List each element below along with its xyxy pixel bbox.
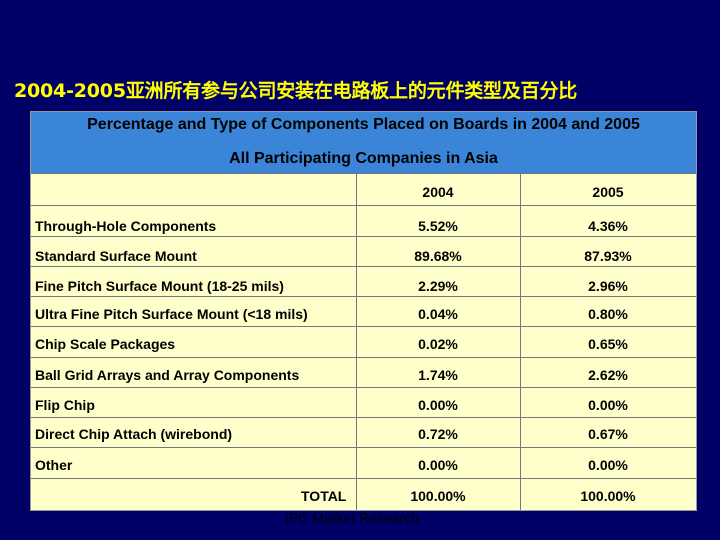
- row-label: Chip Scale Packages: [35, 336, 176, 352]
- table-header-subtitle: All Participating Companies in Asia: [229, 150, 498, 167]
- row-label: Ultra Fine Pitch Surface Mount (<18 mils…: [35, 306, 308, 322]
- total-2005: 100.00%: [580, 488, 636, 504]
- cell-2004: 0.04%: [418, 306, 458, 322]
- cell-2004: 5.52%: [418, 218, 458, 234]
- row-label: Standard Surface Mount: [35, 248, 197, 264]
- row-divider: [31, 447, 696, 448]
- column-header-2005: 2005: [592, 184, 624, 200]
- total-label: TOTAL: [301, 488, 347, 504]
- row-divider: [31, 357, 696, 358]
- row-divider: [31, 205, 696, 206]
- column-divider: [520, 173, 521, 510]
- row-divider: [31, 326, 696, 327]
- row-divider: [31, 417, 696, 418]
- cell-2005: 2.62%: [588, 367, 628, 383]
- slide-title: 2004-2005亚洲所有参与公司安装在电路板上的元件类型及百分比: [14, 80, 578, 102]
- row-label: Ball Grid Arrays and Array Components: [35, 367, 300, 383]
- row-divider: [31, 387, 696, 388]
- row-label: Other: [35, 457, 73, 473]
- cell-2004: 0.00%: [418, 397, 458, 413]
- source-footer: IPC Market Research: [285, 510, 419, 526]
- cell-2004: 0.02%: [418, 336, 458, 352]
- total-2004: 100.00%: [410, 488, 466, 504]
- row-label: Direct Chip Attach (wirebond): [35, 426, 233, 442]
- cell-2005: 87.93%: [584, 248, 632, 264]
- cell-2005: 4.36%: [588, 218, 628, 234]
- cell-2005: 0.00%: [588, 397, 628, 413]
- cell-2004: 89.68%: [414, 248, 462, 264]
- cell-2004: 0.72%: [418, 426, 458, 442]
- cell-2004: 2.29%: [418, 278, 458, 294]
- components-table: Percentage and Type of Components Placed…: [30, 111, 697, 511]
- row-divider: [31, 296, 696, 297]
- row-divider: [31, 478, 696, 479]
- row-divider: [31, 173, 696, 174]
- table-header: Percentage and Type of Components Placed…: [31, 112, 696, 173]
- row-divider: [31, 266, 696, 267]
- column-divider: [356, 173, 357, 510]
- row-label: Fine Pitch Surface Mount (18-25 mils): [35, 278, 284, 294]
- row-divider: [31, 236, 696, 237]
- cell-2004: 0.00%: [418, 457, 458, 473]
- table-header-title: Percentage and Type of Components Placed…: [87, 116, 640, 133]
- column-header-2004: 2004: [422, 184, 454, 200]
- cell-2005: 2.96%: [588, 278, 628, 294]
- cell-2005: 0.67%: [588, 426, 628, 442]
- cell-2004: 1.74%: [418, 367, 458, 383]
- row-label: Through-Hole Components: [35, 218, 217, 234]
- cell-2005: 0.80%: [588, 306, 628, 322]
- cell-2005: 0.65%: [588, 336, 628, 352]
- cell-2005: 0.00%: [588, 457, 628, 473]
- row-label: Flip Chip: [35, 397, 95, 413]
